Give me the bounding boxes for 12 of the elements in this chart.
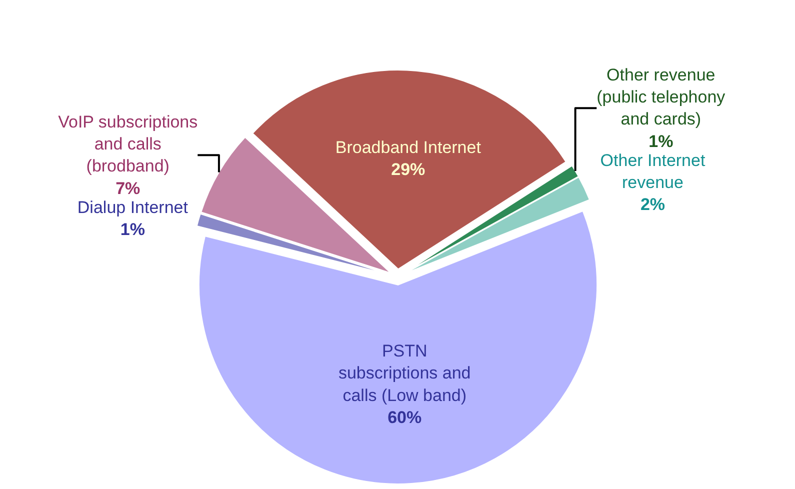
data-label: 29% xyxy=(391,160,426,179)
slice-label: Broadband Internet xyxy=(335,138,482,157)
data-label: 7% xyxy=(116,178,140,198)
slice-label: PSTN subscriptions and calls (Low band) xyxy=(338,342,471,405)
slice-label: Other Internet revenue xyxy=(600,150,706,192)
slice-label: Other revenue (public telephony and cards) xyxy=(596,65,726,129)
slice-label: Dialup Internet xyxy=(77,198,188,217)
data-label: 60% xyxy=(388,408,422,427)
data-label: 1% xyxy=(120,220,145,239)
data-label: 1% xyxy=(648,132,674,151)
data-label: 2% xyxy=(640,194,666,214)
slice-label: VoIP subscriptions and calls (brodband) xyxy=(58,112,198,176)
